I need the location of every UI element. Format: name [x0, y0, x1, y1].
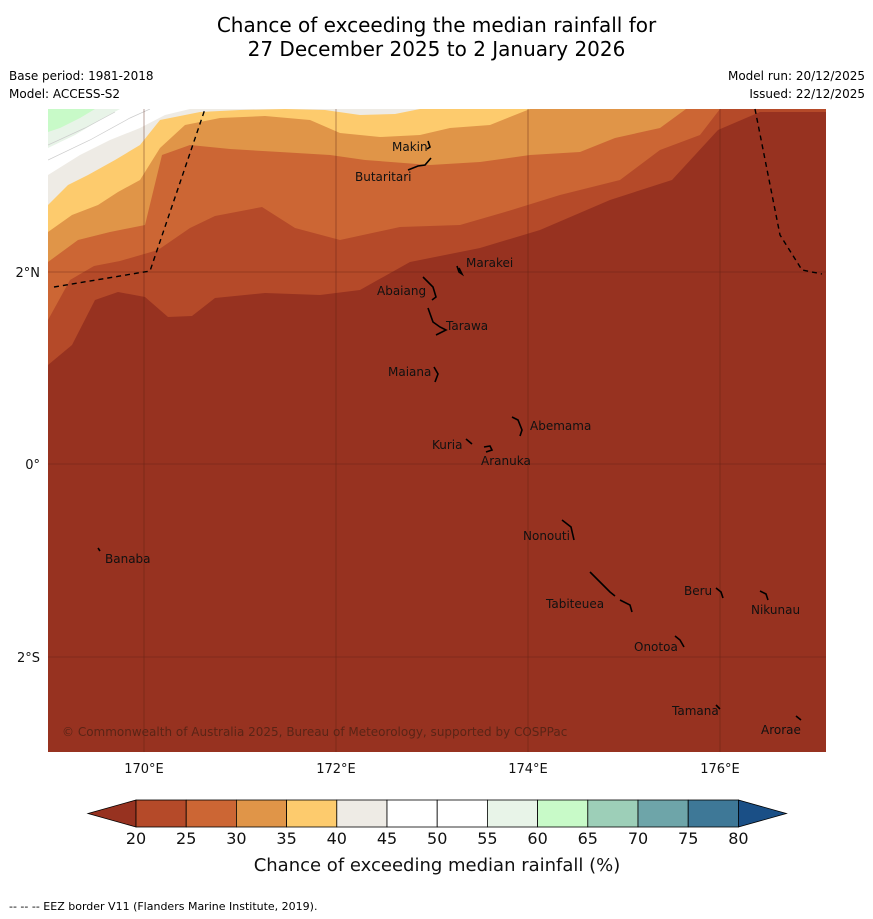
lon-label-170e: 170°E: [124, 762, 164, 777]
colorbar-extend-high: [738, 799, 788, 828]
colorbar-tick-label: 75: [678, 829, 698, 848]
label-nonouti: Nonouti: [523, 529, 570, 543]
colorbar-segment: [135, 799, 187, 828]
colorbar-segment: [537, 799, 589, 828]
model-run: Model run: 20/12/2025: [727, 69, 865, 83]
probability-contours: [48, 109, 826, 752]
label-tamana: Tamana: [671, 704, 719, 718]
colorbar-tick-label: 35: [276, 829, 296, 848]
colorbar-segment: [386, 799, 438, 828]
label-tabiteuea: Tabiteuea: [545, 597, 604, 611]
colorbar-segment: [235, 799, 287, 828]
label-aranuka: Aranuka: [481, 454, 531, 468]
colorbar: 20 25 30 35 40 45 50 55 60 65 70 75 80: [86, 799, 788, 848]
label-makin: Makin: [392, 140, 428, 154]
lat-label-2n: 2°N: [16, 266, 41, 281]
colorbar-tick-label: 70: [628, 829, 648, 848]
colorbar-segment: [637, 799, 689, 828]
colorbar-segment: [336, 799, 388, 828]
contour-60-65: [48, 109, 95, 132]
base-period: Base period: 1981-2018: [9, 69, 154, 83]
label-banaba: Banaba: [105, 552, 151, 566]
title-line-2: 27 December 2025 to 2 January 2026: [247, 37, 626, 61]
colorbar-segment: [185, 799, 237, 828]
eez-border: [53, 108, 823, 288]
colorbar-segment: [486, 799, 538, 828]
label-abaiang: Abaiang: [377, 284, 426, 298]
contour-30-35: [48, 109, 720, 320]
colorbar-tick-label: 45: [377, 829, 397, 848]
colorbar-tick-label: 30: [226, 829, 246, 848]
lat-tick-labels: 2°N 0° 2°S: [16, 266, 41, 666]
lon-label-172e: 172°E: [316, 762, 356, 777]
label-arorae: Arorae: [761, 723, 801, 737]
lat-label-0: 0°: [25, 458, 40, 473]
title-line-1: Chance of exceeding the median rainfall …: [216, 13, 657, 37]
island-outlines: [97, 140, 802, 721]
model-name: Model: ACCESS-S2: [9, 87, 121, 101]
label-nikunau: Nikunau: [751, 603, 800, 617]
label-tarawa: Tarawa: [445, 319, 488, 333]
eez-footnote: -- -- -- EEZ border V11 (Flanders Marine…: [9, 900, 318, 913]
colorbar-segment: [286, 799, 338, 828]
island-labels: Makin Butaritari Marakei Abaiang Tarawa …: [105, 140, 801, 737]
gridlines: [48, 109, 826, 752]
colorbar-segment: [587, 799, 639, 828]
contour-35-40: [48, 109, 686, 262]
colorbar-tick-label: 60: [527, 829, 547, 848]
colorbar-tick-label: 20: [126, 829, 146, 848]
lon-label-176e: 176°E: [700, 762, 740, 777]
label-kuria: Kuria: [432, 438, 463, 452]
label-beru: Beru: [684, 584, 712, 598]
contour-45-50: [48, 109, 420, 205]
copyright-notice: © Commonwealth of Australia 2025, Bureau…: [62, 725, 567, 739]
label-maiana: Maiana: [388, 365, 431, 379]
colorbar-extend-low: [86, 799, 137, 828]
lon-tick-labels: 170°E 172°E 174°E 176°E: [124, 762, 740, 777]
label-onotoa: Onotoa: [634, 640, 678, 654]
colorbar-segment: [687, 799, 739, 828]
issued-date: Issued: 22/12/2025: [749, 87, 865, 101]
lon-label-174e: 174°E: [508, 762, 548, 777]
colorbar-tick-label: 65: [578, 829, 598, 848]
colorbar-title: Chance of exceeding median rainfall (%): [254, 855, 621, 876]
colorbar-tick-label: 25: [176, 829, 196, 848]
colorbar-tick-label: 40: [327, 829, 347, 848]
label-marakei: Marakei: [466, 256, 513, 270]
colorbar-tick-label: 55: [477, 829, 497, 848]
label-abemama: Abemama: [530, 419, 591, 433]
lat-label-2s: 2°S: [17, 651, 40, 666]
contour-40-45: [48, 109, 530, 232]
colorbar-tick-label: 50: [427, 829, 447, 848]
label-butaritari: Butaritari: [355, 170, 412, 184]
colorbar-segment: [436, 799, 488, 828]
colorbar-tick-label: 80: [728, 829, 748, 848]
